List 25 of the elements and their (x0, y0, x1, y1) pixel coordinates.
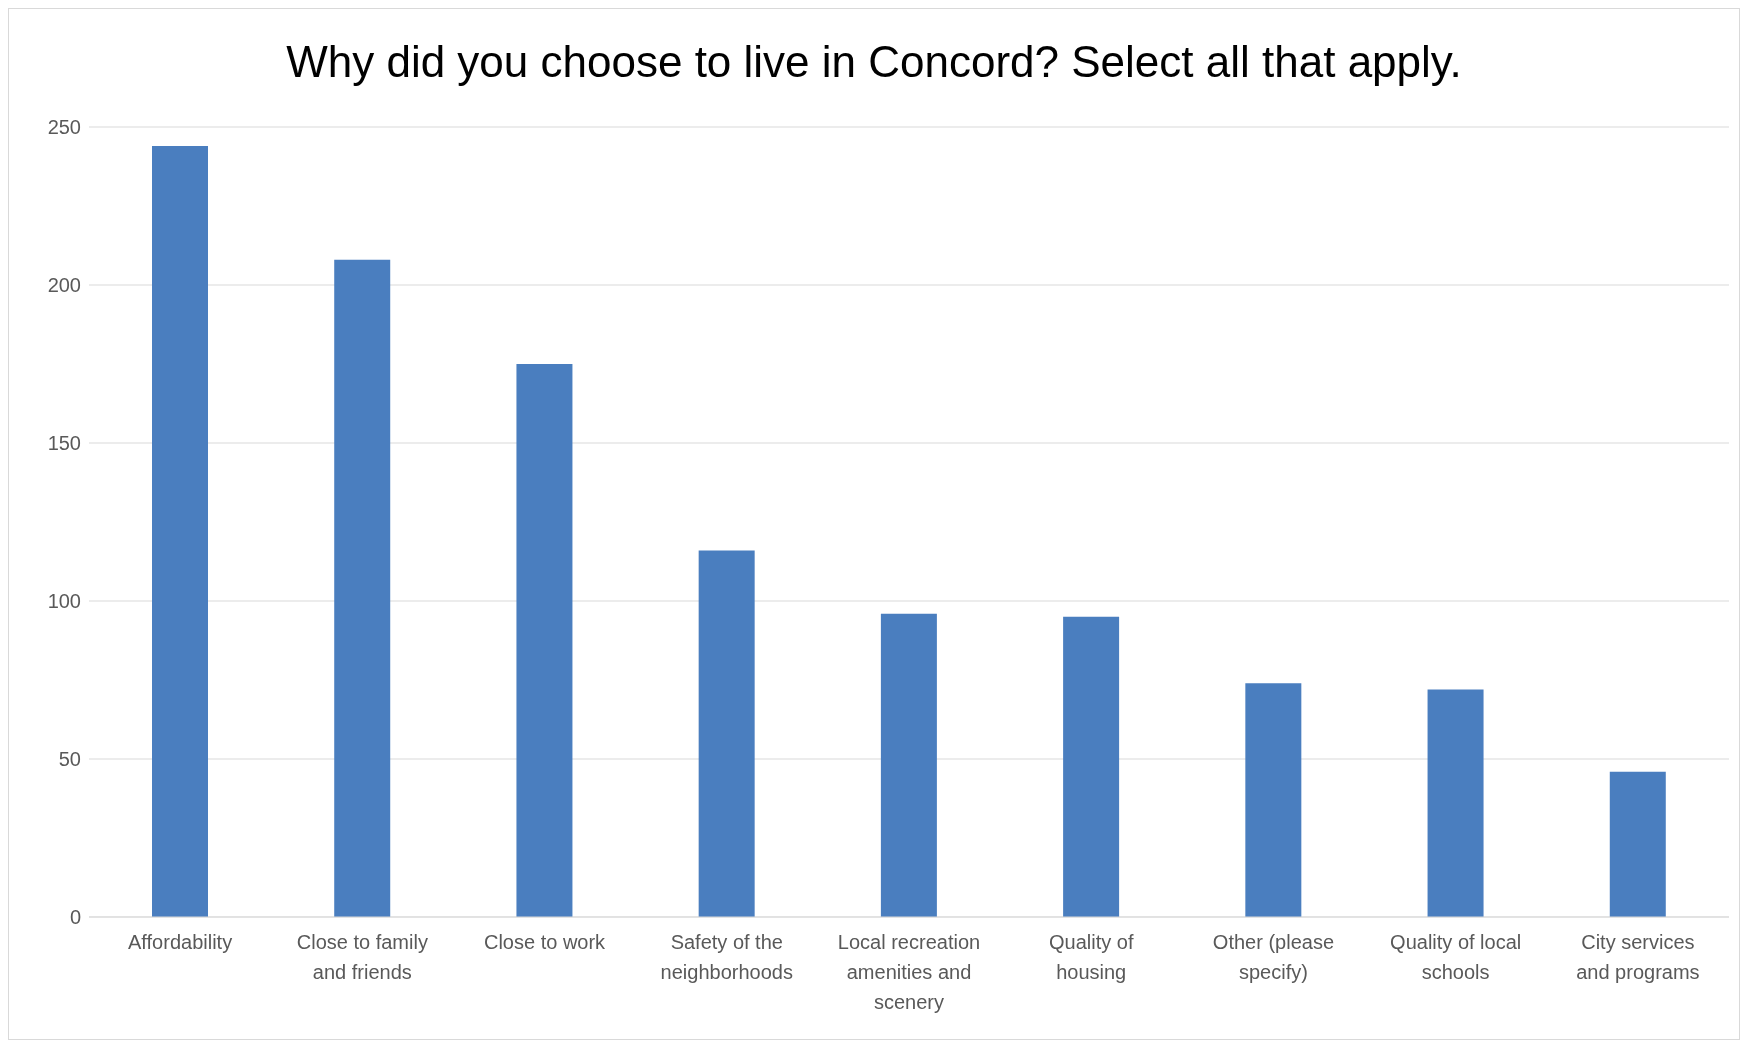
bar (1063, 616, 1120, 917)
bar (152, 145, 208, 917)
bar (1245, 683, 1302, 917)
x-tick-label: Quality of local schools (1390, 931, 1522, 983)
x-tick-label: Affordability (128, 931, 233, 953)
bar (1609, 771, 1666, 917)
x-tick-label: Other (please specify) (1212, 931, 1335, 983)
x-tick-label: Quality of housing (1048, 931, 1134, 983)
bar (880, 613, 937, 917)
y-tick-label: 0 (69, 906, 81, 929)
x-tick-label: City services and programs (1576, 931, 1700, 983)
bar (516, 364, 573, 917)
x-tick-label: Close to work (483, 931, 607, 953)
y-tick-label: 200 (47, 274, 81, 297)
bar (1427, 689, 1484, 917)
x-tick-label: Safety of the neighborhoods (660, 931, 793, 983)
x-tick-label: Local recreation amenities and scenery (837, 931, 981, 1013)
bar (698, 550, 755, 917)
y-tick-label: 150 (47, 432, 81, 455)
y-tick-label: 50 (58, 748, 81, 771)
y-tick-label: 100 (47, 590, 81, 613)
bar (334, 259, 391, 917)
x-tick-label: Close to family and friends (296, 931, 428, 983)
chart-title: Why did you choose to live in Concord? Select all that apply. (285, 36, 1463, 88)
y-tick-label: 250 (47, 116, 81, 139)
